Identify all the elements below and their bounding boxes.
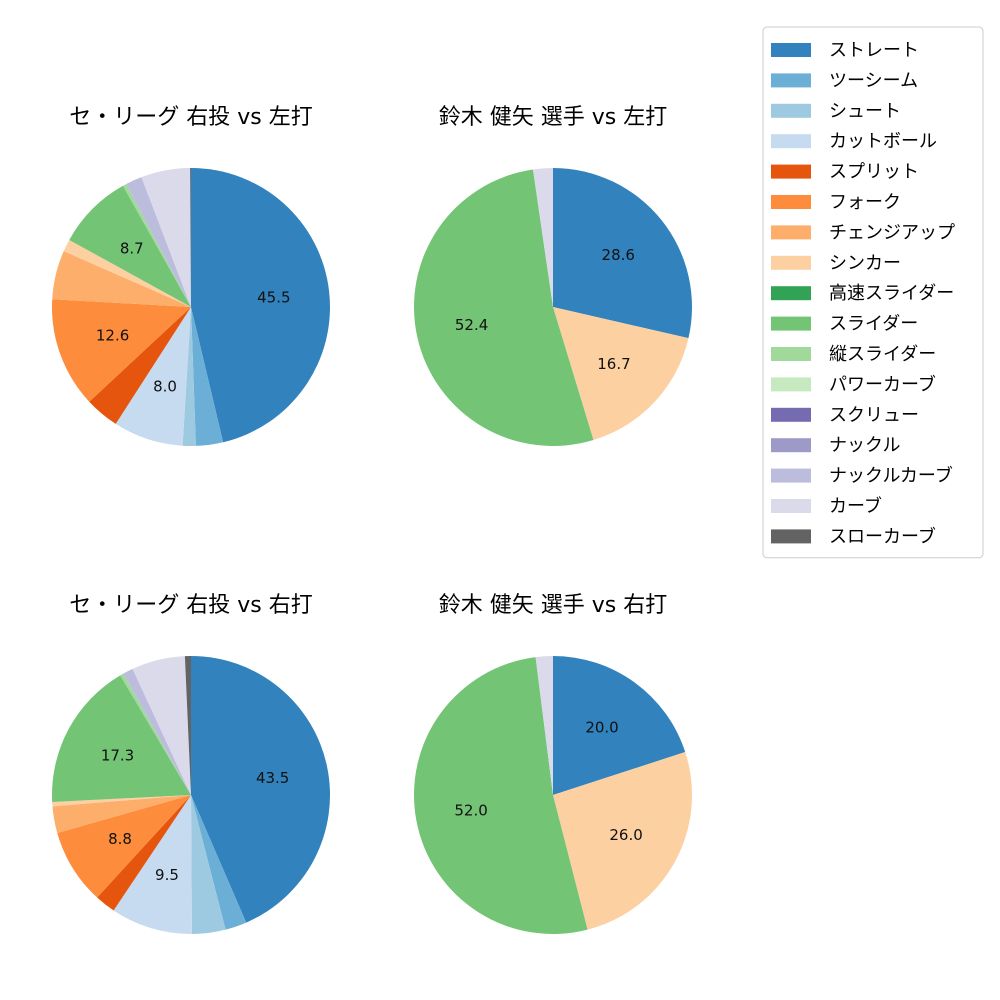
pie-slice-シュート bbox=[191, 795, 226, 934]
pie-slice-label: 12.6 bbox=[96, 326, 129, 344]
pie-slice-ナックルカーブ bbox=[123, 668, 191, 795]
legend-swatch bbox=[771, 468, 811, 483]
legend-swatch bbox=[771, 225, 811, 240]
pie-slice-label: 52.4 bbox=[455, 316, 488, 334]
pie-slice-カーブ bbox=[132, 656, 191, 795]
pie-slice-チェンジアップ bbox=[52, 795, 191, 833]
pie-slice-スライダー bbox=[69, 185, 191, 307]
pie-title: 鈴木 健矢 選手 vs 右打 bbox=[439, 593, 667, 618]
pie-slice-ツーシーム bbox=[191, 307, 224, 446]
legend-swatch bbox=[771, 255, 811, 270]
legend-label: カットボール bbox=[829, 131, 937, 152]
pie-panel-3: セ・リーグ 右投 vs 右打 43.5 9.5 8.8 17.3 bbox=[51, 593, 330, 934]
pie-slice-ツーシーム bbox=[191, 795, 247, 930]
legend: ストレートツーシームシュートカットボールスプリットフォークチェンジアップシンカー… bbox=[762, 26, 984, 559]
legend-label: スローカーブ bbox=[829, 525, 936, 547]
pie-slice-フォーク bbox=[57, 795, 191, 898]
pie-slice-スライダー bbox=[414, 169, 594, 446]
legend-label: ナックル bbox=[829, 435, 900, 456]
legend-label: シンカー bbox=[829, 253, 901, 274]
legend-label: ナックルカーブ bbox=[829, 465, 953, 487]
legend-label: フォーク bbox=[829, 192, 901, 213]
legend-swatch bbox=[771, 316, 811, 331]
pie-title: セ・リーグ 右投 vs 左打 bbox=[69, 105, 312, 130]
pie-slice-label: 9.5 bbox=[155, 866, 179, 884]
pie-slice-label: 8.8 bbox=[108, 830, 132, 848]
pie-slice-縦スライダー bbox=[122, 184, 191, 307]
legend-label: パワーカーブ bbox=[829, 373, 936, 395]
pie-slice-フォーク bbox=[52, 299, 191, 402]
legend-swatch bbox=[771, 286, 811, 301]
pie-slice-label: 17.3 bbox=[101, 747, 134, 765]
pie-slice-ストレート bbox=[553, 656, 686, 795]
pie-slice-カーブ bbox=[532, 168, 553, 307]
legend-label: スプリット bbox=[829, 162, 919, 183]
pie-slice-スライダー bbox=[413, 657, 588, 935]
pie-slice-カーブ bbox=[535, 656, 553, 795]
pie-slice-label: 52.0 bbox=[454, 802, 487, 820]
pie-slice-label: 20.0 bbox=[585, 719, 618, 737]
legend-label: 高速スライダー bbox=[829, 283, 954, 304]
legend-label: チェンジアップ bbox=[829, 222, 955, 243]
pie-slice-シュート bbox=[182, 307, 196, 446]
legend-frame bbox=[762, 26, 984, 559]
pie-slice-label: 8.7 bbox=[120, 239, 144, 257]
pie-slice-縦スライダー bbox=[120, 673, 191, 795]
legend-swatch bbox=[771, 164, 811, 179]
pie-slice-スローカーブ bbox=[190, 168, 191, 307]
pie-slice-label: 26.0 bbox=[609, 826, 642, 844]
legend-swatch bbox=[771, 43, 811, 57]
legend-swatch bbox=[771, 377, 811, 392]
pie-title: セ・リーグ 右投 vs 右打 bbox=[69, 593, 312, 618]
legend-swatch bbox=[771, 103, 811, 118]
pie-slice-ナックルカーブ bbox=[126, 177, 191, 307]
pie-slice-スプリット bbox=[97, 795, 191, 911]
pie-slice-シンカー bbox=[553, 307, 689, 440]
legend-label: ストレート bbox=[829, 40, 919, 61]
pie-slice-ストレート bbox=[191, 656, 330, 923]
pie-panels: セ・リーグ 右投 vs 左打 45.5 8.0 12.6 8.7 鈴木 健矢 選手 vs … bbox=[51, 105, 692, 935]
pie-title: 鈴木 健矢 選手 vs 左打 bbox=[439, 105, 667, 130]
legend-swatch bbox=[771, 347, 811, 361]
pie-slice-label: 45.5 bbox=[257, 288, 290, 306]
pie-slice-チェンジアップ bbox=[52, 251, 191, 307]
pie-slice-カットボール bbox=[115, 307, 191, 446]
legend-label: スクリュー bbox=[829, 405, 919, 426]
pie-slice-カットボール bbox=[113, 795, 192, 934]
legend-label: ツーシーム bbox=[829, 70, 918, 91]
pie-slice-スローカーブ bbox=[184, 656, 191, 795]
pie-panel-1: セ・リーグ 右投 vs 左打 45.5 8.0 12.6 8.7 bbox=[52, 105, 331, 446]
pie-slice-label: 8.0 bbox=[153, 377, 177, 395]
legend-swatch bbox=[771, 407, 811, 422]
legend-swatch bbox=[771, 134, 811, 149]
pie-panel-2: 鈴木 健矢 選手 vs 左打 28.6 16.7 52.4 bbox=[414, 105, 692, 446]
pie-slice-label: 16.7 bbox=[597, 355, 630, 373]
pie-panel-4: 鈴木 健矢 選手 vs 右打 20.0 26.0 52.0 bbox=[413, 593, 692, 935]
pie-slice-シンカー bbox=[63, 239, 191, 307]
legend-label: カーブ bbox=[829, 495, 882, 517]
pie-slice-label: 28.6 bbox=[602, 246, 635, 264]
legend-swatch bbox=[771, 73, 811, 88]
pie-slice-ストレート bbox=[191, 168, 331, 443]
legend-label: 縦スライダー bbox=[829, 344, 936, 365]
pie-slice-カーブ bbox=[141, 168, 191, 307]
legend-swatch bbox=[771, 195, 811, 209]
legend-label: スライダー bbox=[829, 314, 918, 335]
pie-slice-label: 43.5 bbox=[256, 769, 289, 787]
pie-slice-スプリット bbox=[89, 307, 191, 424]
pie-slice-スライダー bbox=[51, 675, 191, 802]
legend-swatch bbox=[771, 438, 811, 453]
pie-slice-シンカー bbox=[553, 752, 692, 930]
pie-slice-ストレート bbox=[553, 168, 692, 339]
pie-slice-シンカー bbox=[52, 795, 191, 807]
legend-swatch bbox=[771, 529, 811, 544]
legend-label: シュート bbox=[829, 101, 901, 122]
legend-swatch bbox=[771, 499, 811, 513]
